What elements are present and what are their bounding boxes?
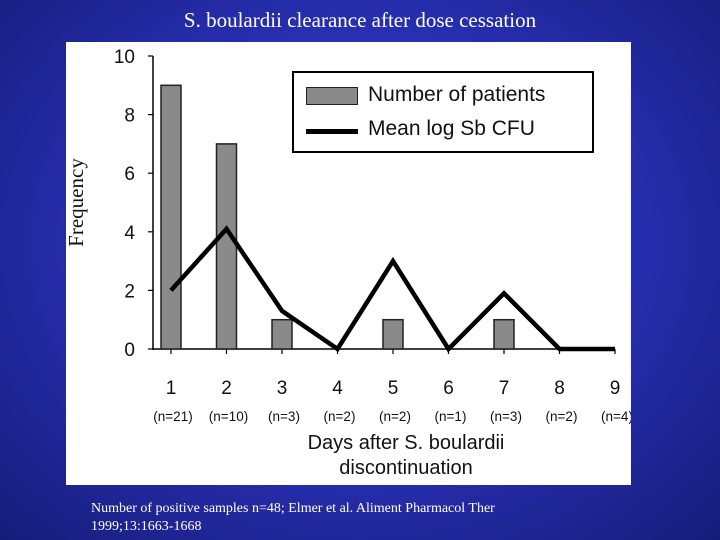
x-n-label: (n=2) xyxy=(546,409,578,424)
legend-swatch-line xyxy=(306,129,358,134)
legend-item-patients: Number of patients xyxy=(294,83,592,113)
x-n-label: (n=3) xyxy=(268,409,300,424)
x-n-label: (n=1) xyxy=(435,409,467,424)
x-tick-label: 6 xyxy=(443,378,454,399)
x-tick-label: 3 xyxy=(277,378,288,399)
x-tick-label: 8 xyxy=(554,378,565,399)
chart-plot: 0 2 4 6 8 10 Frequency 1 (n=21) 2 (n=10) 3 (n=3) 4 (n=… xyxy=(66,47,631,479)
bar-number-of-patients xyxy=(160,84,182,350)
x-axis-label-line-1: Days after S. boulardii xyxy=(308,432,505,454)
legend-label-patients: Number of patients xyxy=(368,83,546,106)
line-mean-log-sb-cfu xyxy=(169,225,615,353)
chart-legend: Number of patients Mean log Sb CFU xyxy=(292,71,594,153)
y-tick-label: 8 xyxy=(124,106,135,127)
caption-line-1: Number of positive samples n=48; Elmer e… xyxy=(91,501,495,516)
x-tick-label: 9 xyxy=(610,378,621,399)
slide-title: S. boulardii clearance after dose cessat… xyxy=(183,8,537,32)
y-tick-label: 6 xyxy=(124,164,135,185)
x-n-label: (n=10) xyxy=(209,409,248,424)
x-n-label: (n=4) xyxy=(601,409,631,424)
y-axis-label: Frequency xyxy=(66,158,88,247)
y-tick-label: 2 xyxy=(124,281,135,302)
slide-caption: Number of positive samples n=48; Elmer e… xyxy=(91,500,651,536)
y-tick-label: 0 xyxy=(124,340,135,361)
x-tick-label: 1 xyxy=(166,378,177,399)
legend-swatch-bar xyxy=(306,87,358,105)
bar-number-of-patients xyxy=(382,318,404,350)
bar-number-of-patients xyxy=(493,318,515,350)
x-tick-label: 7 xyxy=(499,378,510,399)
x-n-label: (n=2) xyxy=(379,409,411,424)
x-tick-label: 4 xyxy=(332,378,343,399)
y-tick-label: 10 xyxy=(114,47,135,68)
y-tick-label: 4 xyxy=(124,223,135,244)
chart-figure: 0 2 4 6 8 10 Frequency 1 (n=21) 2 (n=10) 3 (n=3) 4 (n=… xyxy=(66,42,631,485)
x-tick-label: 5 xyxy=(388,378,399,399)
bar-number-of-patients xyxy=(215,143,238,350)
x-n-label: (n=2) xyxy=(324,409,356,424)
x-tick-label: 2 xyxy=(221,378,232,399)
x-n-label: (n=21) xyxy=(153,409,192,424)
legend-label-cfu: Mean log Sb CFU xyxy=(368,117,535,140)
caption-line-2: 1999;13:1663-1668 xyxy=(91,519,202,534)
legend-item-cfu: Mean log Sb CFU xyxy=(294,117,592,147)
bar-number-of-patients xyxy=(271,318,293,350)
x-axis-label-line-2: discontinuation xyxy=(339,457,472,479)
x-n-label: (n=3) xyxy=(490,409,522,424)
